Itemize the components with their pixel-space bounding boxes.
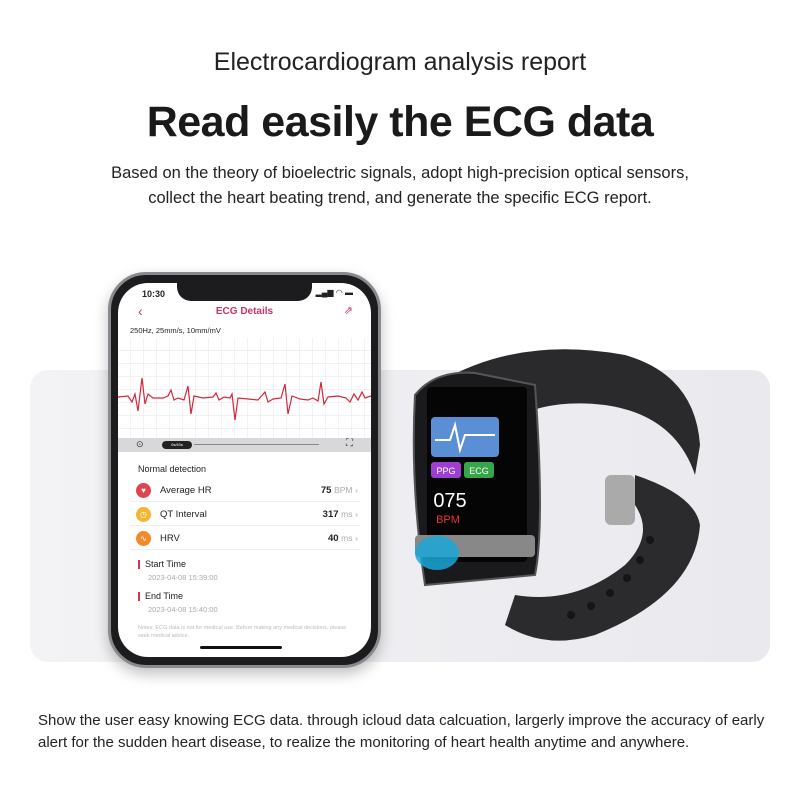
time-chip: 0s/40s [162, 441, 192, 449]
ecg-spec: 250Hz, 25mm/s, 10mm/mV [130, 326, 221, 335]
ecg-button: ECG [469, 466, 489, 476]
disclaimer-note: Notes: ECG data is not for medical use. … [138, 625, 347, 639]
metric-row-hrv[interactable]: ∿ HRV 40 ms › [130, 528, 360, 550]
main-title: Read easily the ECG data [146, 98, 654, 146]
metric-value: 75 BPM › [320, 485, 358, 496]
metric-label: QT Interval [160, 509, 207, 520]
subtitle-line: collect the heart beating trend, and gen… [148, 189, 652, 207]
metric-value: 40 ms › [327, 533, 358, 544]
ecg-chart [118, 338, 371, 438]
pulse-icon: ∿ [136, 531, 151, 546]
subtitle-line: Based on the theory of bioelectric signa… [111, 164, 689, 182]
section-title: Normal detection [138, 464, 207, 474]
share-icon[interactable]: ⇗ [343, 305, 353, 317]
phone-screen: 10:30 ▂▄▆ ◠ ▬ ‹ ECG Details ⇗ 250Hz, 25m… [118, 283, 371, 657]
eyebrow-heading: Electrocardiogram analysis report [213, 48, 587, 76]
playback-bar[interactable]: ⊙ 0s/40s ⛶ [118, 438, 371, 452]
watch-reading: 075 [433, 490, 466, 512]
back-icon[interactable]: ‹ [138, 303, 143, 319]
status-icons: ▂▄▆ ◠ ▬ [315, 288, 353, 297]
start-time-label: Start Time [138, 559, 186, 570]
play-icon[interactable]: ⊙ [136, 439, 144, 449]
home-indicator [200, 646, 282, 649]
nav-title: ECG Details [215, 306, 274, 317]
ecg-waveform [118, 377, 371, 421]
start-time-value: 2023-04-08 15:39:00 [148, 573, 218, 582]
ppg-button: PPG [436, 466, 455, 476]
metric-label: Average HR [160, 485, 212, 496]
metric-row-average-hr[interactable]: ♥ Average HR 75 BPM › [130, 480, 360, 502]
metric-label: HRV [160, 533, 180, 544]
footer-description: Show the user easy knowing ECG data. thr… [38, 712, 765, 751]
metric-value: 317 ms › [322, 509, 358, 520]
end-time-label: End Time [138, 591, 183, 602]
sensor-glow [415, 536, 459, 570]
clock-icon: ◷ [136, 507, 151, 522]
phone-notch [177, 283, 312, 301]
watch-unit: BPM [436, 514, 460, 526]
playback-slider[interactable] [194, 444, 319, 445]
heart-icon: ♥ [136, 483, 151, 498]
end-time-value: 2023-04-08 15:40:00 [148, 605, 218, 614]
metric-row-qt-interval[interactable]: ◷ QT Interval 317 ms › [130, 504, 360, 526]
fullscreen-icon[interactable]: ⛶ [346, 438, 353, 449]
smart-band-illustration: PPG ECG 075 BPM [412, 349, 700, 641]
status-time: 10:30 [142, 289, 166, 299]
